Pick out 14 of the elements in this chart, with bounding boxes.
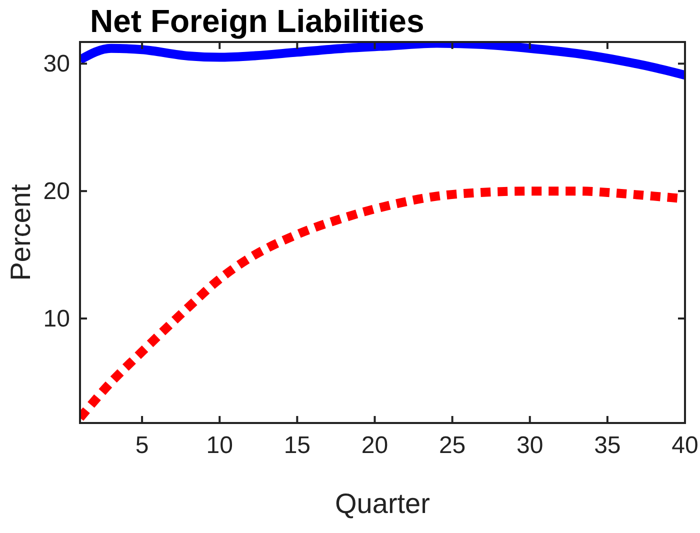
- x-tick-label: 25: [438, 432, 466, 459]
- x-tick-label: 5: [135, 432, 149, 459]
- y-tick-label: 20: [43, 178, 70, 206]
- x-axis-title: Quarter: [335, 488, 430, 519]
- x-tick-label: 40: [672, 432, 698, 459]
- x-tick-label: 35: [594, 432, 621, 459]
- y-axis-title: Percent: [5, 184, 36, 281]
- chart-title: Net Foreign Liabilities: [90, 3, 424, 39]
- x-tick-label: 15: [284, 432, 311, 459]
- x-tick-label: 30: [516, 432, 544, 459]
- y-tick-label: 10: [43, 306, 70, 333]
- x-tick-label: 20: [361, 432, 388, 459]
- x-tick-label: 10: [206, 432, 233, 459]
- y-tick-label: 30: [43, 50, 70, 78]
